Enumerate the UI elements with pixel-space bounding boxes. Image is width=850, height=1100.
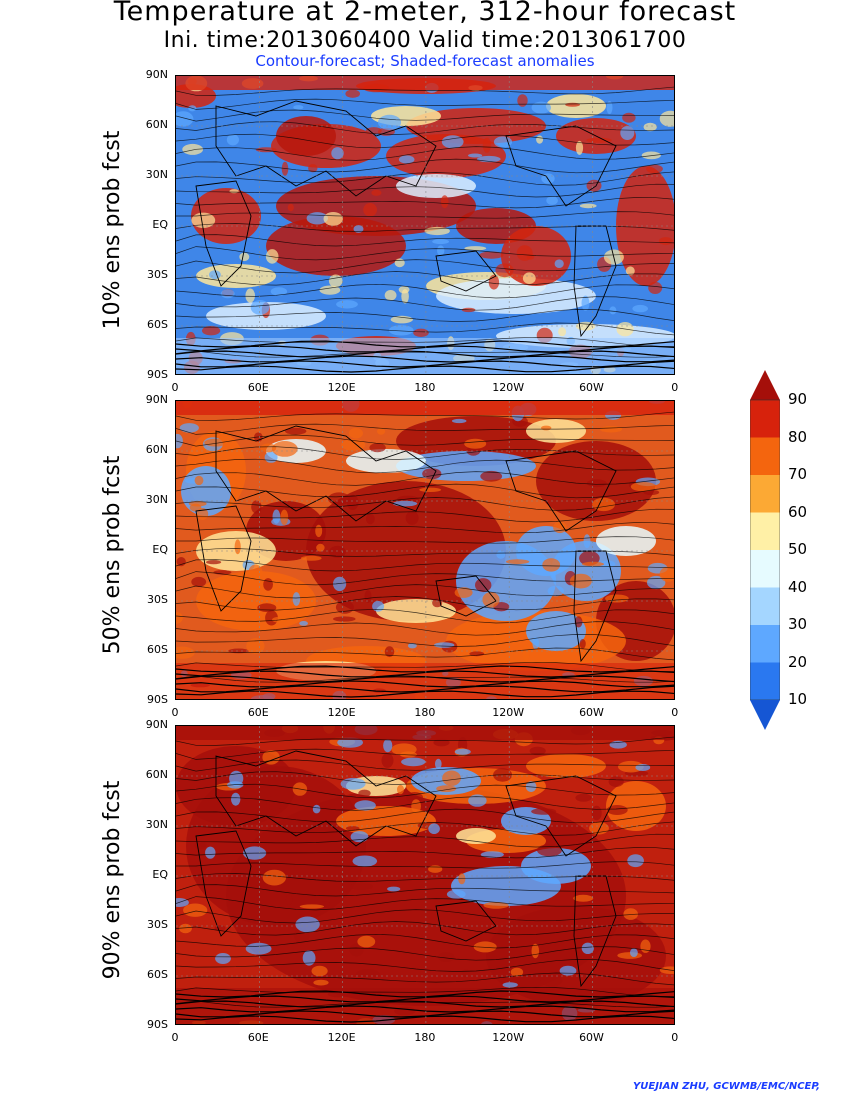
lon-tick-label: 0 xyxy=(671,381,679,394)
colorbar-level-label: 10 xyxy=(788,690,808,708)
lat-tick-label: 30S xyxy=(147,268,168,281)
lat-tick-label: EQ xyxy=(152,543,168,556)
colorbar-level-label: 20 xyxy=(788,652,808,671)
lon-tick-label: 0 xyxy=(171,706,179,719)
lon-tick-label: 120E xyxy=(327,381,356,394)
lat-tick-label: 60N xyxy=(145,118,168,131)
lon-tick-label: 180 xyxy=(414,1031,436,1044)
lon-tick-label: 120W xyxy=(492,706,525,719)
lat-tick-label: 90S xyxy=(147,693,168,706)
lat-tick-label: 60N xyxy=(145,443,168,456)
legend-note: Contour-forecast; Shaded-forecast anomal… xyxy=(255,52,595,70)
lat-tick-label: 30S xyxy=(147,918,168,931)
panel-1-label: 10% ens prob fcst xyxy=(100,130,125,330)
lat-tick-label: EQ xyxy=(152,868,168,881)
lon-tick-label: 180 xyxy=(414,706,436,719)
colorbar-level-label: 40 xyxy=(788,577,808,596)
panel-50pct-map xyxy=(175,400,675,700)
colorbar-level-label: 30 xyxy=(788,615,808,633)
lon-tick-label: 0 xyxy=(671,706,679,719)
lat-tick-label: 90S xyxy=(147,1018,168,1031)
lat-tick-label: EQ xyxy=(152,218,168,231)
colorbar-level-label: 70 xyxy=(788,465,808,483)
time-subtitle: Ini. time:2013060400 Valid time:20130617… xyxy=(163,28,687,53)
colorbar-level-label: 80 xyxy=(788,427,808,446)
panel-3-label: 90% ens prob fcst xyxy=(100,780,125,980)
lon-tick-label: 60W xyxy=(579,381,604,394)
lat-tick-label: 90N xyxy=(145,393,168,406)
lon-tick-label: 0 xyxy=(171,1031,179,1044)
lon-tick-label: 60E xyxy=(247,706,269,719)
lat-tick-label: 30N xyxy=(145,168,168,181)
credit-text: YUEJIAN ZHU, GCWMB/EMC/NCEP, xyxy=(633,1081,820,1092)
lon-tick-label: 60E xyxy=(247,381,269,394)
lon-tick-label: 180 xyxy=(414,381,436,394)
lat-tick-label: 60S xyxy=(147,318,168,331)
lat-tick-label: 60S xyxy=(147,968,168,981)
lon-tick-label: 120W xyxy=(492,381,525,394)
map-title: Temperature at 2-meter, 312-hour forecas… xyxy=(113,0,737,27)
lon-tick-label: 60W xyxy=(579,1031,604,1044)
colorbar xyxy=(750,370,780,730)
lon-tick-label: 0 xyxy=(171,381,179,394)
lat-tick-label: 30N xyxy=(145,818,168,831)
lon-tick-label: 120W xyxy=(492,1031,525,1044)
lat-tick-label: 60S xyxy=(147,643,168,656)
lat-tick-label: 30S xyxy=(147,593,168,606)
colorbar-level-label: 60 xyxy=(788,502,808,521)
lat-tick-label: 90S xyxy=(147,368,168,381)
lat-tick-label: 90N xyxy=(145,68,168,81)
lat-tick-label: 90N xyxy=(145,718,168,731)
lat-tick-label: 30N xyxy=(145,493,168,506)
lat-tick-label: 60N xyxy=(145,768,168,781)
panel-2-label: 50% ens prob fcst xyxy=(100,455,125,655)
panel-10pct-map xyxy=(175,75,675,375)
colorbar-level-label: 90 xyxy=(788,390,808,408)
panel-90pct-map xyxy=(175,725,675,1025)
lon-tick-label: 60W xyxy=(579,706,604,719)
lon-tick-label: 120E xyxy=(327,706,356,719)
lon-tick-label: 60E xyxy=(247,1031,269,1044)
lon-tick-label: 120E xyxy=(327,1031,356,1044)
lon-tick-label: 0 xyxy=(671,1031,679,1044)
colorbar-level-label: 50 xyxy=(788,540,808,558)
